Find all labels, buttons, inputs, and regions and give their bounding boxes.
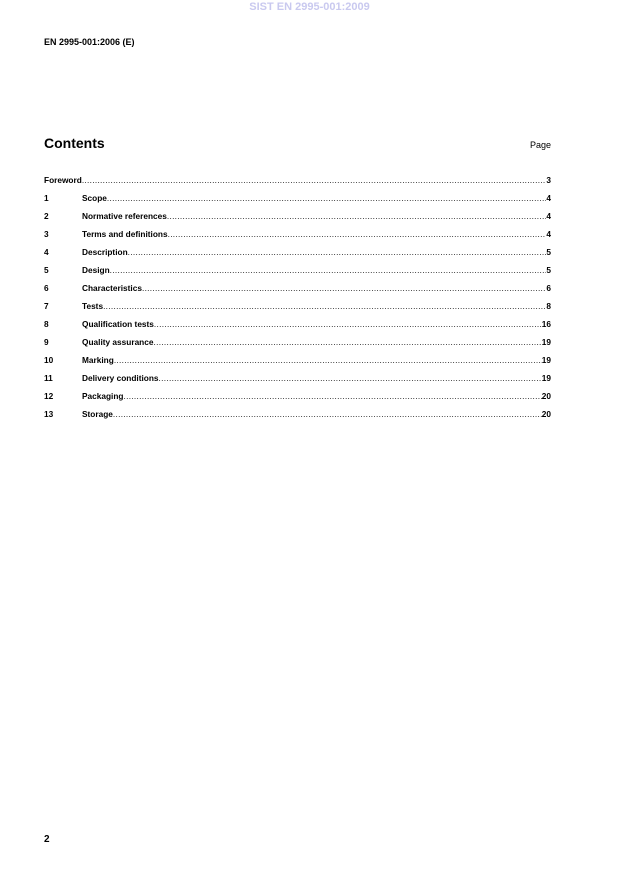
toc-entry-page: 19 [541,373,551,383]
toc-entry-number: 7 [44,301,49,311]
toc-entry-page: 20 [541,391,551,401]
toc-entry[interactable]: 5 Design 5 [44,265,551,283]
toc-entry-page: 19 [541,355,551,365]
toc-entry-number: 2 [44,211,49,221]
toc-entry-page: 4 [546,229,551,239]
toc-entry-page: 20 [541,409,551,419]
contents-title: Contents [44,135,105,151]
toc-entry-page: 6 [546,283,551,293]
dot-leader [113,409,542,419]
page-number: 2 [44,834,50,845]
toc-entry-number: 5 [44,265,49,275]
toc-entry[interactable]: 6 Characteristics 6 [44,283,551,301]
toc-entry-title: Foreword [44,175,82,185]
toc-entry[interactable]: 10 Marking 19 [44,355,551,373]
toc-entry-number: 10 [44,355,54,365]
toc-entry-title: Description [82,247,128,257]
toc-entry[interactable]: 4 Description 5 [44,247,551,265]
toc-entry-page: 4 [546,211,551,221]
toc-entry-number: 13 [44,409,54,419]
toc-entry-title: Normative references [82,211,167,221]
watermark: SIST EN 2995-001:2009 [249,1,370,13]
toc-entry-title: Qualification tests [82,319,154,329]
toc-entry[interactable]: Foreword 3 [44,175,551,193]
toc-entry-page: 4 [546,193,551,203]
dot-leader [168,229,547,239]
toc-entry[interactable]: 12 Packaging 20 [44,391,551,409]
toc-entry-title: Delivery conditions [82,373,159,383]
toc-entry-title: Quality assurance [82,337,154,347]
toc-entry[interactable]: 1 Scope 4 [44,193,551,211]
toc-entry-number: 8 [44,319,49,329]
toc-entry-title: Design [82,265,110,275]
toc-entry-title: Storage [82,409,113,419]
toc-entry-number: 1 [44,193,49,203]
dot-leader [114,355,542,365]
table-of-contents: Foreword 3 1 Scope 4 2 Normative references 4 3 T… [44,175,551,427]
toc-entry-page: 19 [541,337,551,347]
document-id: EN 2995-001:2006 (E) [44,37,135,47]
dot-leader [154,319,542,329]
toc-entry[interactable]: 8 Qualification tests 16 [44,319,551,337]
toc-entry-number: 12 [44,391,54,401]
dot-leader [167,211,547,221]
toc-entry-page: 3 [546,175,551,185]
toc-entry-title: Scope [82,193,107,203]
toc-entry-title: Tests [82,301,104,311]
toc-entry-page: 8 [546,301,551,311]
toc-entry[interactable]: 11 Delivery conditions 19 [44,373,551,391]
dot-leader [159,373,542,383]
dot-leader [153,337,541,347]
toc-entry-title: Terms and definitions [82,229,168,239]
toc-entry-number: 11 [44,373,53,383]
page-column-label: Page [529,140,551,150]
toc-entry-number: 9 [44,337,49,347]
toc-entry-page: 5 [546,247,551,257]
toc-entry-number: 3 [44,229,49,239]
toc-entry-title: Marking [82,355,114,365]
toc-entry[interactable]: 13 Storage 20 [44,409,551,427]
toc-entry[interactable]: 2 Normative references 4 [44,211,551,229]
dot-leader [110,265,547,275]
toc-entry-number: 6 [44,283,49,293]
toc-entry[interactable]: 7 Tests 8 [44,301,551,319]
dot-leader [128,247,547,257]
toc-entry-number: 4 [44,247,49,257]
toc-entry-title: Packaging [82,391,124,401]
dot-leader [142,283,546,293]
toc-entry[interactable]: 9 Quality assurance 19 [44,337,551,355]
dot-leader [82,175,547,185]
toc-entry[interactable]: 3 Terms and definitions 4 [44,229,551,247]
dot-leader [124,391,542,401]
dot-leader [103,301,546,311]
dot-leader [107,193,546,203]
toc-entry-page: 5 [546,265,551,275]
toc-entry-title: Characteristics [82,283,142,293]
toc-entry-page: 16 [541,319,551,329]
